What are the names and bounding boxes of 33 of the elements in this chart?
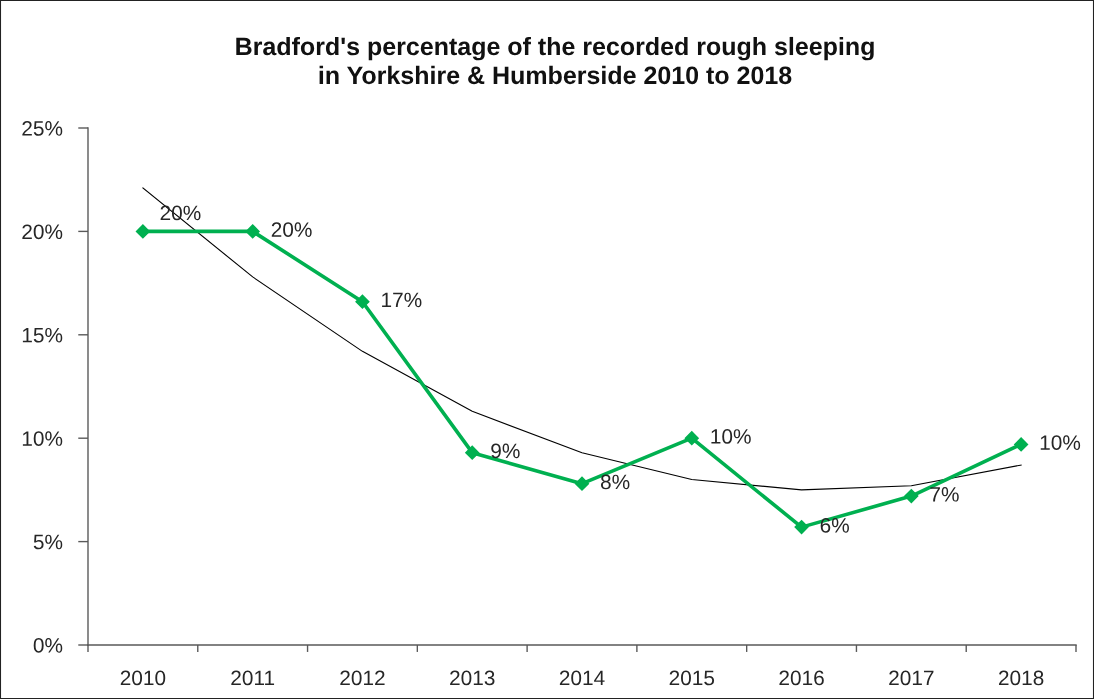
point bbox=[1014, 437, 1029, 452]
x-tick-label: 2015 bbox=[669, 670, 715, 686]
x-tick-label: 2013 bbox=[450, 670, 495, 686]
x-tick-label: 2014 bbox=[559, 670, 605, 686]
y-tick-label: 5% bbox=[33, 534, 63, 550]
x-tick-label: 2018 bbox=[998, 670, 1044, 686]
data-label: 10% bbox=[1040, 435, 1081, 450]
data-label: 6% bbox=[820, 517, 849, 533]
data-label: 8% bbox=[600, 474, 630, 490]
x-tick-label: 2010 bbox=[120, 670, 166, 686]
data-label: 17% bbox=[382, 292, 422, 308]
y-tick-label: 25% bbox=[22, 121, 63, 136]
y-tick-label: 20% bbox=[22, 224, 63, 240]
x-tick-label: 2016 bbox=[779, 670, 824, 686]
data-label: 20% bbox=[271, 222, 312, 237]
x-tick-label: 2017 bbox=[889, 670, 934, 686]
y-tick-label: 0% bbox=[33, 638, 63, 653]
point bbox=[135, 224, 150, 239]
point bbox=[794, 520, 809, 535]
y-tick-label: 10% bbox=[22, 431, 63, 446]
x-tick-label: 2012 bbox=[340, 670, 385, 686]
data-label: 7% bbox=[930, 487, 959, 502]
chart-title: Bradford's percentage of the recorded rough sleeping in Yorkshire & Humberside 2010 to 2018 bbox=[236, 36, 874, 85]
point bbox=[465, 445, 480, 460]
x-tick-label: 2011 bbox=[231, 670, 275, 686]
data-label: 10% bbox=[711, 429, 751, 444]
point bbox=[355, 294, 370, 309]
y-tick-label: 15% bbox=[22, 327, 63, 343]
data-label: 9% bbox=[491, 443, 520, 459]
point bbox=[904, 489, 919, 504]
point bbox=[574, 476, 590, 491]
point bbox=[684, 431, 699, 446]
point bbox=[245, 224, 260, 239]
